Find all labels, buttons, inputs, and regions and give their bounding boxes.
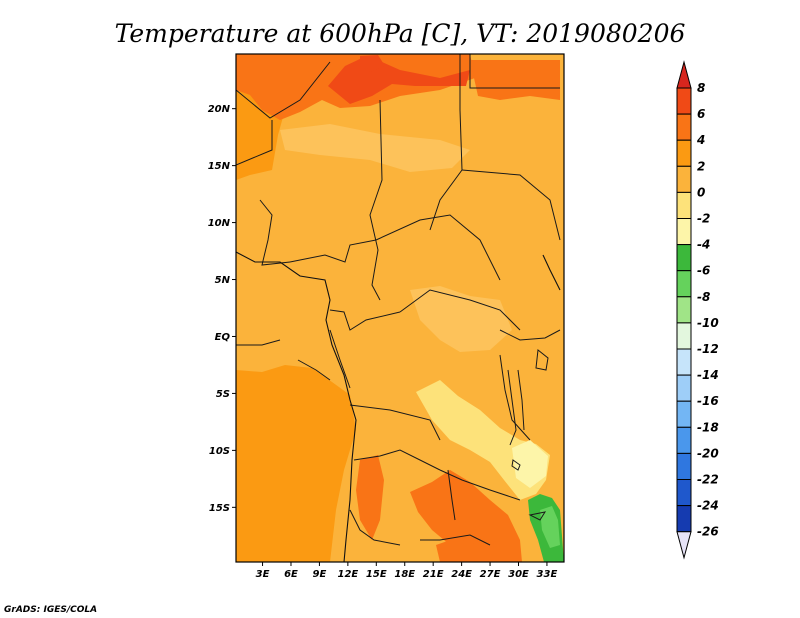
colorbar-top-arrow <box>676 60 692 89</box>
x-tick-label: 3E <box>256 569 270 580</box>
colorbar-level-label: 4 <box>696 133 705 147</box>
atlantic-south-band <box>236 365 356 562</box>
colorbar-swatch <box>676 218 692 246</box>
x-tick-label: 15E <box>366 569 387 580</box>
colorbar-level-label: -22 <box>697 473 719 487</box>
x-tick-label: 18E <box>394 569 415 580</box>
colorbar-level-label: -10 <box>697 316 719 330</box>
sahel-light-patch <box>280 124 470 172</box>
colorbar-swatch <box>676 113 692 141</box>
x-tick-label: 27E <box>480 569 501 580</box>
plot-area <box>236 54 564 562</box>
x-tick-label: 24E <box>451 569 472 580</box>
colorbar-level-label: -4 <box>697 238 710 252</box>
colorbar-level-label: -8 <box>697 290 710 304</box>
colorbar-level-label: 2 <box>697 159 705 173</box>
colorbar-swatch <box>676 505 692 533</box>
egypt-warm <box>470 60 560 100</box>
colorbar: 8 6 4 2 0 -2 -4 -6 -8 -10 -12 -14 -16 -18 -20 -22 -24 -26 <box>676 60 719 560</box>
colorbar-level-label: -16 <box>697 394 719 408</box>
colorbar-level-label: -6 <box>697 264 710 278</box>
y-tick-label: 10S <box>209 446 230 457</box>
tanzania-cool <box>512 440 548 488</box>
chart-title: Temperature at 600hPa [C], VT: 201908020… <box>115 19 686 48</box>
colorbar-level-label: -24 <box>697 499 719 513</box>
lake-outlines <box>507 349 549 521</box>
colorbar-level-label: -12 <box>697 342 719 356</box>
colorbar-swatch <box>676 270 692 298</box>
colorbar-swatch <box>676 296 692 324</box>
colorbar-swatch <box>676 322 692 350</box>
colorbar-swatch <box>676 452 692 480</box>
x-axis: 3E 6E 9E 12E 15E 18E 21E 24E 27E 30E 33E <box>256 562 558 580</box>
plot-frame <box>235 53 565 563</box>
colorbar-level-label: 8 <box>697 81 705 95</box>
x-tick-label: 6E <box>284 569 298 580</box>
country-borders <box>236 54 561 546</box>
colorbar-swatch <box>676 374 692 402</box>
colorbar-level-label: -18 <box>697 420 719 434</box>
y-tick-label: 20N <box>208 104 231 115</box>
y-tick-label: 15N <box>208 161 231 172</box>
colorbar-bottom-arrow <box>676 531 692 560</box>
northwest-hotspot <box>360 55 385 72</box>
libya-egypt-max <box>328 58 470 104</box>
y-axis: 20N 15N 10N 5N EQ 5S 10S 15S <box>208 104 236 514</box>
colorbar-level-label: 0 <box>697 185 705 199</box>
colorbar-level-label: -2 <box>697 212 710 226</box>
mozambique-pale <box>540 506 560 548</box>
colorbar-level-label: 6 <box>697 107 705 121</box>
central-light-patch <box>410 286 512 352</box>
x-tick-label: 21E <box>423 569 444 580</box>
colorbar-level-label: -14 <box>697 368 719 382</box>
colorbar-swatch <box>676 244 692 272</box>
y-tick-label: 5N <box>215 275 231 286</box>
coastlines <box>236 251 561 562</box>
colorbar-swatch <box>676 191 692 219</box>
x-tick-label: 9E <box>313 569 327 580</box>
y-tick-label: 15S <box>209 503 230 514</box>
x-tick-label: 30E <box>508 569 529 580</box>
grads-credit: GrADS: IGES/COLA <box>4 605 97 615</box>
y-tick-label: 10N <box>208 218 231 229</box>
colorbar-swatch <box>676 479 692 507</box>
colorbar-level-label: -26 <box>697 525 719 539</box>
zambia-warm <box>410 470 522 562</box>
colorbar-swatch <box>676 139 692 167</box>
y-tick-label: EQ <box>215 332 231 343</box>
colorbar-swatch <box>676 400 692 428</box>
colorbar-swatch <box>676 87 692 115</box>
y-tick-label: 5S <box>216 389 230 400</box>
colorbar-swatch <box>676 165 692 193</box>
x-tick-label: 12E <box>337 569 358 580</box>
colorbar-swatch <box>676 426 692 454</box>
colorbar-level-label: -20 <box>697 446 719 460</box>
colorbar-swatch <box>676 348 692 376</box>
angola-warm <box>356 455 384 540</box>
south-warm-strip <box>436 538 486 562</box>
x-tick-label: 33E <box>537 569 558 580</box>
